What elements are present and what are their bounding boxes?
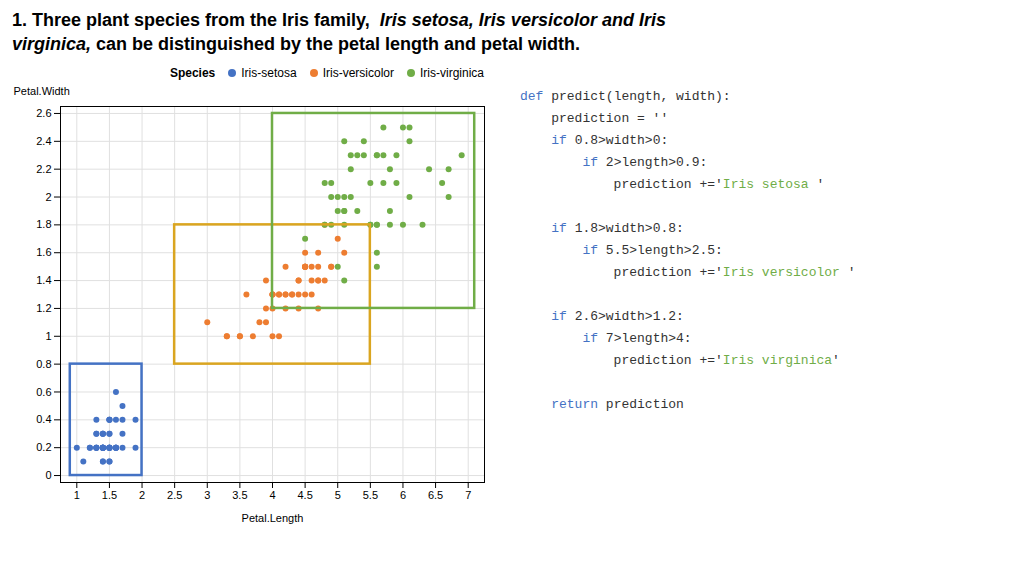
- html-text:if 2>length>0.9:: if 2>length>0.9:: [582, 155, 708, 170]
- svg-text:2: 2: [139, 489, 145, 501]
- html-text:prediction = '': prediction = '': [520, 111, 669, 126]
- svg-text:3.5: 3.5: [232, 489, 247, 501]
- svg-text:3: 3: [204, 489, 210, 501]
- svg-text:7: 7: [465, 489, 471, 501]
- html-text:def predict(length, width):: def predict(length, width):: [520, 89, 731, 104]
- html-text:virginica, can be distinguishe: virginica, can be distinguished by the p…: [12, 34, 581, 54]
- svg-text:6.5: 6.5: [428, 489, 443, 501]
- svg-text:4.5: 4.5: [297, 489, 312, 501]
- svg-text:1.8: 1.8: [36, 218, 51, 230]
- svg-text:5.5: 5.5: [363, 489, 378, 501]
- html-text:Iris-virginica: Iris-virginica: [420, 66, 484, 80]
- svg-text:1.2: 1.2: [36, 302, 51, 314]
- svg-text:2.4: 2.4: [36, 135, 51, 147]
- svg-text:1: 1: [45, 330, 51, 342]
- html-text:Iris-versicolor: Iris-versicolor: [322, 66, 394, 80]
- svg-text:2.5: 2.5: [167, 489, 182, 501]
- svg-text:6: 6: [400, 489, 406, 501]
- html-text:prediction +=' Iris virginica: prediction +=' Iris virginica ': [520, 353, 840, 368]
- svg-text:5: 5: [335, 489, 341, 501]
- html-text:Species: Species: [169, 66, 216, 80]
- html-text:return prediction: return prediction: [551, 397, 684, 412]
- html-text:prediction +=' Iris setosa ': prediction +=' Iris setosa ': [520, 177, 825, 192]
- svg-text:2: 2: [45, 191, 51, 203]
- svg-text:0.6: 0.6: [36, 386, 51, 398]
- svg-text:1: 1: [74, 489, 80, 501]
- html-text:if 7>length>4:: if 7>length>4:: [582, 331, 692, 346]
- html-text:prediction +=' Iris versicolor: prediction +=' Iris versicolor ': [520, 265, 856, 280]
- svg-text:4: 4: [269, 489, 275, 501]
- svg-text:Petal.Width: Petal.Width: [14, 85, 70, 97]
- html-text:if 0.8>width>0:: if 0.8>width>0:: [551, 133, 669, 148]
- html-text:Iris-setosa: Iris-setosa: [241, 66, 297, 80]
- html-text:if 2.6>width>1.2:: if 2.6>width>1.2:: [551, 309, 684, 324]
- svg-text:2.6: 2.6: [36, 107, 51, 119]
- svg-text:0.8: 0.8: [36, 358, 51, 370]
- svg-text:0: 0: [45, 469, 51, 481]
- html-text:1. Three plant species from th: 1. Three plant species from the Iris fam…: [12, 10, 666, 30]
- svg-text:0.2: 0.2: [36, 441, 51, 453]
- svg-text:1.6: 1.6: [36, 246, 51, 258]
- svg-text:Petal.Length: Petal.Length: [242, 512, 304, 524]
- svg-text:2.2: 2.2: [36, 163, 51, 175]
- svg-text:1.5: 1.5: [102, 489, 117, 501]
- svg-text:1.4: 1.4: [36, 274, 51, 286]
- html-text:if 1.8>width>0.8:: if 1.8>width>0.8:: [551, 221, 684, 236]
- svg-text:0.4: 0.4: [36, 413, 51, 425]
- html-text:if 5.5>length>2.5:: if 5.5>length>2.5:: [582, 243, 723, 258]
